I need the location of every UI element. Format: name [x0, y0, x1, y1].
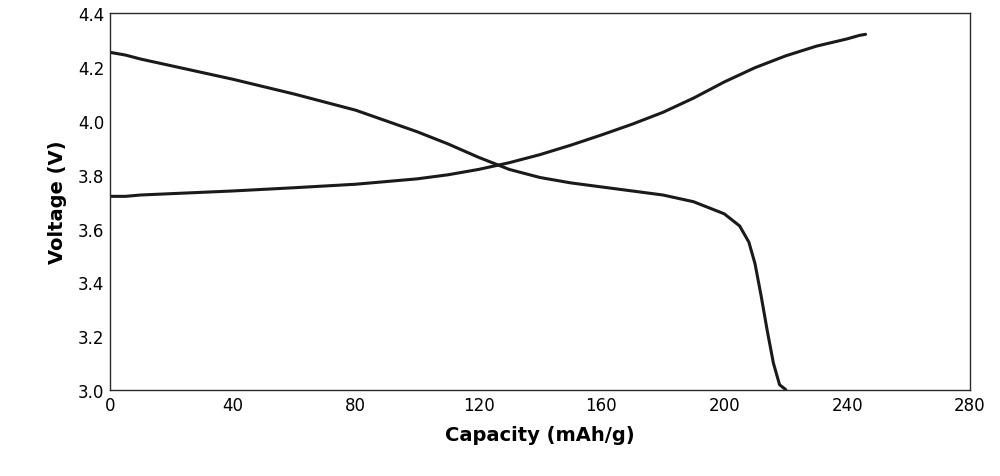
Y-axis label: Voltage (V): Voltage (V): [48, 141, 67, 264]
X-axis label: Capacity (mAh/g): Capacity (mAh/g): [445, 425, 635, 444]
